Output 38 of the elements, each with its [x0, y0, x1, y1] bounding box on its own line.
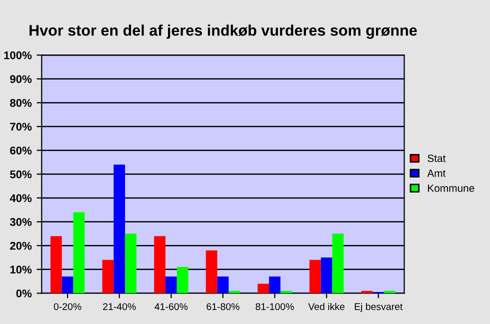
bar	[114, 164, 126, 294]
bar	[165, 276, 177, 294]
y-tick-label: 50%	[10, 170, 32, 178]
bar	[102, 260, 114, 294]
bar	[125, 234, 136, 294]
y-tick-label: 60%	[10, 146, 32, 154]
x-tick-label: 0-20%	[54, 303, 82, 310]
bar	[269, 276, 280, 294]
legend-label: Stat	[428, 154, 446, 162]
y-tick-label: 90%	[10, 75, 32, 84]
bar	[258, 284, 270, 294]
bar	[73, 212, 85, 294]
bar	[50, 236, 62, 294]
bar	[309, 260, 321, 294]
x-tick-label: 61-80%	[206, 303, 240, 310]
legend-label: Kommune	[428, 184, 474, 192]
y-tick-label: 30%	[10, 218, 32, 226]
bar	[217, 276, 229, 294]
bar	[332, 234, 344, 294]
x-tick-label: 41-60%	[154, 303, 188, 310]
y-tick-label: 0%	[16, 289, 32, 298]
x-tick-label: Ved ikke	[308, 302, 344, 310]
bar	[154, 236, 166, 294]
y-tick-label: 70%	[10, 122, 32, 131]
bar	[62, 276, 74, 294]
bar	[176, 267, 188, 294]
y-tick-label: 80%	[10, 98, 32, 107]
y-tick-label: 20%	[10, 242, 32, 250]
y-tick-label: 10%	[10, 266, 32, 274]
y-tick-label: 40%	[10, 194, 32, 202]
legend-label: Amt	[427, 170, 446, 177]
x-tick-label: 21-40%	[103, 303, 136, 310]
y-tick-label: 100%	[4, 51, 32, 60]
bar	[320, 258, 332, 294]
bar	[206, 250, 218, 294]
x-tick-label: 81-100%	[256, 303, 294, 310]
x-tick-label: Ej besvaret	[354, 302, 403, 312]
chart-title: Hvor stor en del af jeres indkøb vurderes som grønne	[30, 24, 417, 39]
